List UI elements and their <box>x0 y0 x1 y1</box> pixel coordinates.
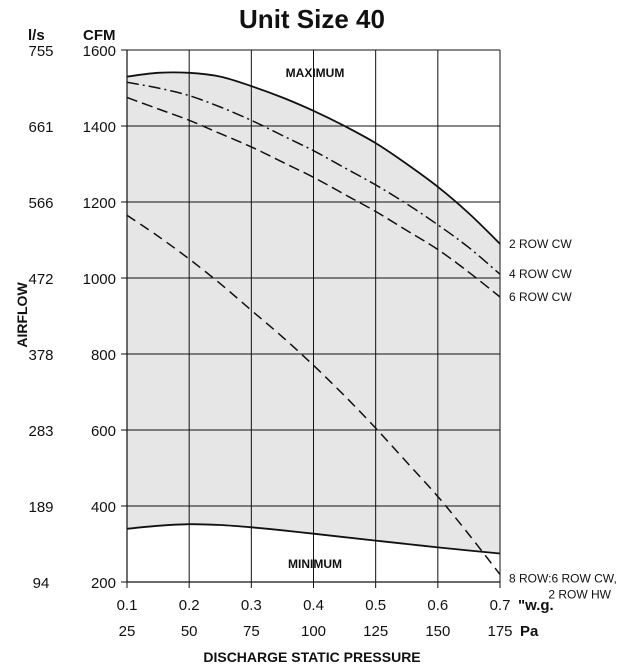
series-label: 4 ROW CW <box>509 267 572 281</box>
x-tick-label-secondary: 175 <box>487 623 512 640</box>
x-tick-label: 0.3 <box>241 597 262 614</box>
series-line-6-row-cw <box>126 96 501 298</box>
y-tick-label: 1400 <box>83 119 116 136</box>
x-axis-label: DISCHARGE STATIC PRESSURE <box>203 649 420 665</box>
series-line-2-row-cw <box>126 71 501 245</box>
y-tick-label: 800 <box>91 347 116 364</box>
x-tick-label: 0.2 <box>179 597 200 614</box>
y-tick-label-secondary: 566 <box>28 195 53 212</box>
series-layer <box>126 71 501 575</box>
series-labels: 2 ROW CW 4 ROW CW 6 ROW CW 8 ROW:6 ROW CW, 2… <box>509 237 617 602</box>
series-line-8-row-6-row-cw-2-row-hw <box>126 214 501 575</box>
x-tick-label: 0.7 <box>490 597 511 614</box>
series-label: 2 ROW CW <box>509 237 572 251</box>
x-unit-secondary: Pa <box>520 623 539 640</box>
y-tick-label: 200 <box>91 575 116 592</box>
y-tick-label: 600 <box>91 423 116 440</box>
x-tick-label-secondary: 150 <box>425 623 450 640</box>
minimum-label: MINIMUM <box>288 557 342 571</box>
grid-layer <box>121 49 501 588</box>
y-tick-label-secondary: 472 <box>28 271 53 288</box>
x-tick-label-secondary: 75 <box>243 623 260 640</box>
y-tick-label-secondary: 378 <box>28 347 53 364</box>
x-tick-label: 0.4 <box>303 597 324 614</box>
series-label-cont: 2 ROW HW <box>548 587 611 601</box>
tick-labels: 0.1 0.2 0.3 0.4 0.5 0.6 0.7 25 50 75 100 125 150 175 2… <box>28 43 512 640</box>
x-tick-label-secondary: 100 <box>301 623 326 640</box>
x-tick-label: 0.6 <box>427 597 448 614</box>
series-line-4-row-cw <box>126 81 501 275</box>
y-unit-primary: CFM <box>83 27 116 44</box>
x-tick-label-secondary: 25 <box>119 623 136 640</box>
y-tick-label-secondary: 283 <box>28 423 53 440</box>
x-tick-label-secondary: 125 <box>363 623 388 640</box>
maximum-label: MAXIMUM <box>286 66 345 80</box>
series-line-minimum <box>126 523 501 555</box>
y-tick-label-secondary: 189 <box>28 499 53 516</box>
y-tick-label: 400 <box>91 499 116 516</box>
y-unit-secondary: l/s <box>28 27 45 44</box>
x-unit-primary: "w.g. <box>518 597 554 614</box>
y-tick-label-secondary: 661 <box>28 119 53 136</box>
series-label: 6 ROW CW <box>509 290 572 304</box>
y-tick-label: 1200 <box>83 195 116 212</box>
y-tick-label: 1000 <box>83 271 116 288</box>
chart-title: Unit Size 40 <box>239 4 385 34</box>
y-tick-label-secondary: 94 <box>33 575 50 592</box>
series-label: 8 ROW:6 ROW CW, <box>509 571 617 585</box>
y-axis-label: AIRFLOW <box>14 282 30 348</box>
x-tick-label: 0.1 <box>117 597 138 614</box>
x-tick-label-secondary: 50 <box>181 623 198 640</box>
x-tick-label: 0.5 <box>365 597 386 614</box>
y-tick-label-secondary: 755 <box>28 43 53 60</box>
y-tick-label: 1600 <box>83 43 116 60</box>
